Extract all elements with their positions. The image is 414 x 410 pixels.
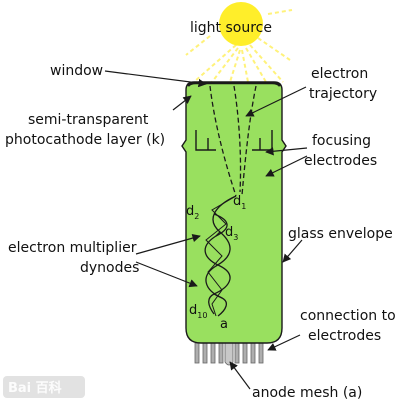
focusing-label-line1: focusing bbox=[312, 133, 371, 149]
multiplier-label-line1: electron multiplier bbox=[8, 240, 137, 256]
connection-label-line1: connection to bbox=[300, 308, 396, 324]
svg-text:Bai 百科: Bai 百科 bbox=[8, 380, 62, 396]
sun-icon bbox=[219, 2, 263, 46]
dynode-d3-label: d3 bbox=[225, 225, 238, 242]
leader-lines bbox=[104, 70, 308, 390]
focusing-label-line2: electrodes bbox=[304, 153, 377, 169]
anode-pin bbox=[224, 342, 234, 366]
anode-a-label: a bbox=[220, 317, 228, 332]
multiplier-label-line2: dynodes bbox=[80, 260, 139, 276]
photocathode-label-line1: semi-transparent bbox=[28, 112, 149, 128]
dynode-chain bbox=[204, 195, 237, 317]
window-label: window bbox=[50, 63, 103, 79]
dynode-d2-label: d2 bbox=[186, 204, 199, 221]
light-source-label: light source bbox=[190, 20, 272, 36]
anode-mesh-label: anode mesh (a) bbox=[252, 385, 362, 401]
baidu-watermark: Bai 百科 bbox=[3, 376, 85, 398]
dynode-d1-label: d1 bbox=[233, 194, 246, 211]
trajectory-label-line1: electron bbox=[311, 66, 368, 82]
window-edge bbox=[186, 81, 282, 87]
glass-envelope-label: glass envelope bbox=[288, 226, 393, 242]
connection-label-line2: electrodes bbox=[308, 328, 381, 344]
electron-trajectories bbox=[209, 85, 257, 197]
photocathode-label-line2: photocathode layer (k) bbox=[5, 132, 165, 148]
trajectory-label-line2: trajectory bbox=[309, 86, 377, 102]
light-rays bbox=[185, 9, 293, 83]
dynode-d10-label: d10 bbox=[189, 303, 207, 320]
